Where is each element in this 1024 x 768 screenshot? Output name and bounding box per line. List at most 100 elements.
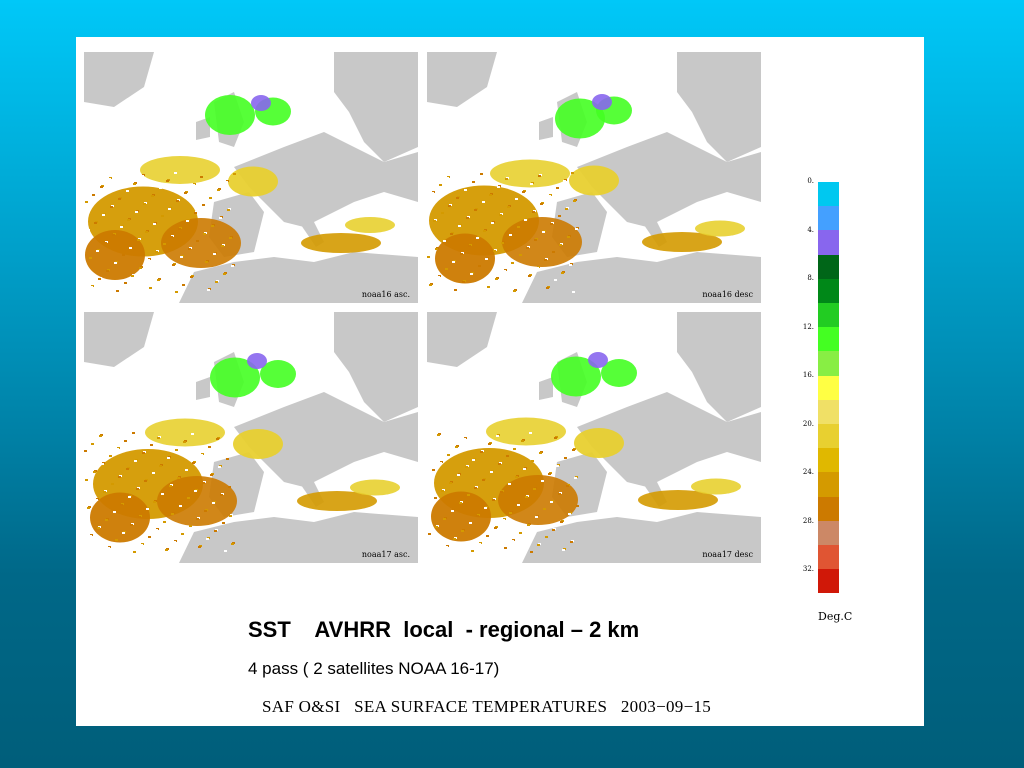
- sst-pixel: [217, 189, 220, 191]
- sst-patch: [145, 418, 225, 447]
- sst-pixel: [136, 488, 139, 490]
- sst-pixel: [99, 435, 102, 437]
- sst-pixel: [173, 541, 176, 543]
- sst-pixel: [151, 195, 154, 197]
- sst-pixel: [203, 233, 206, 235]
- sst-pixel: [496, 435, 499, 437]
- sst-patch: [140, 156, 220, 184]
- sst-pixel: [447, 454, 450, 456]
- sst-pixel: [506, 455, 509, 457]
- sst-pixel: [517, 226, 520, 228]
- sst-pixel: [91, 443, 94, 445]
- slide-title: SST AVHRR local - regional – 2 km: [248, 617, 640, 642]
- map-graphic: [427, 312, 761, 563]
- sst-patch: [431, 491, 491, 542]
- sst-pixel: [545, 536, 548, 538]
- sst-patch: [502, 217, 582, 267]
- sst-pixel: [478, 543, 481, 545]
- sst-pixel: [130, 524, 133, 526]
- sst-pixel: [521, 282, 524, 284]
- map-noaa16-desc: noaa16 desc: [427, 52, 761, 303]
- sst-pixel: [519, 532, 522, 534]
- colorbar-swatch: [818, 399, 839, 424]
- colorbar-unit: Deg.C: [818, 610, 853, 623]
- sst-pixel: [455, 446, 458, 448]
- sst-pixel: [525, 496, 528, 498]
- sst-pixel: [467, 494, 470, 496]
- sst-pixel: [128, 496, 131, 498]
- sst-pixel: [526, 247, 529, 249]
- land-mass: [577, 392, 761, 487]
- sst-pixel: [491, 222, 494, 224]
- land-mass: [539, 377, 553, 400]
- sst-pixel: [188, 248, 191, 250]
- sst-pixel: [568, 513, 571, 515]
- sst-pixel: [430, 441, 433, 443]
- sst-pixel: [148, 536, 151, 538]
- sst-pixel: [95, 499, 98, 501]
- sst-pixel: [169, 485, 172, 487]
- sst-pixel: [131, 275, 134, 277]
- colorbar-swatch: [818, 424, 839, 449]
- sst-pixel: [122, 254, 125, 256]
- land-mass: [677, 52, 761, 162]
- sst-pixel: [208, 446, 211, 448]
- sst-pixel: [191, 433, 194, 435]
- colorbar-tick-label: 28.: [802, 516, 814, 525]
- sst-pixel: [176, 200, 179, 202]
- sst-pixel: [435, 248, 438, 250]
- sst-pixel: [165, 549, 168, 551]
- sst-pixel: [459, 502, 462, 504]
- sst-pixel: [540, 203, 543, 205]
- sst-pixel: [534, 239, 537, 241]
- sst-pixel: [507, 206, 510, 208]
- sst-pixel: [182, 284, 185, 286]
- sst-pixel: [143, 203, 146, 205]
- sst-pixel: [94, 222, 97, 224]
- sst-pixel: [115, 539, 118, 541]
- land-mass: [334, 52, 418, 162]
- sst-pixel: [559, 244, 562, 246]
- sst-pixel: [531, 460, 534, 462]
- sst-patch: [490, 159, 570, 188]
- sst-pixel: [548, 473, 551, 475]
- sst-patch: [435, 233, 495, 284]
- sst-pixel: [562, 549, 565, 551]
- sst-pixel: [140, 544, 143, 546]
- sst-pixel: [482, 479, 485, 481]
- sst-pixel: [231, 265, 234, 267]
- sst-pixel: [499, 214, 502, 216]
- sst-pixel: [150, 444, 153, 446]
- sst-pixel: [487, 286, 490, 288]
- sst-patch: [486, 417, 566, 446]
- sst-patch: [350, 479, 400, 496]
- sst-pixel: [458, 225, 461, 227]
- sst-pixel: [558, 215, 561, 217]
- sst-patch: [592, 94, 612, 110]
- sst-pixel: [498, 463, 501, 465]
- sst-pixel: [120, 226, 123, 228]
- land-mass: [522, 512, 761, 563]
- sst-pixel: [556, 465, 559, 467]
- colorbar-swatch: [818, 520, 839, 545]
- sst-pixel: [229, 515, 232, 517]
- sst-patch: [638, 490, 718, 510]
- sst-pixel: [493, 250, 496, 252]
- sst-pixel: [204, 510, 207, 512]
- sst-pixel: [126, 468, 129, 470]
- sst-pixel: [220, 494, 223, 496]
- sst-pixel: [122, 532, 125, 534]
- sst-pixel: [465, 466, 468, 468]
- sst-pixel: [431, 192, 434, 194]
- sst-pixel: [165, 271, 168, 273]
- sst-pixel: [560, 521, 563, 523]
- sst-pixel: [101, 463, 104, 465]
- sst-pixel: [163, 243, 166, 245]
- map-label: noaa17 desc: [702, 550, 753, 559]
- sst-pixel: [547, 444, 550, 446]
- colorbar-swatch: [818, 254, 839, 279]
- sst-pixel: [85, 201, 88, 203]
- sst-pixel: [120, 504, 123, 506]
- sst-pixel: [216, 438, 219, 440]
- colorbar-swatch: [818, 472, 839, 497]
